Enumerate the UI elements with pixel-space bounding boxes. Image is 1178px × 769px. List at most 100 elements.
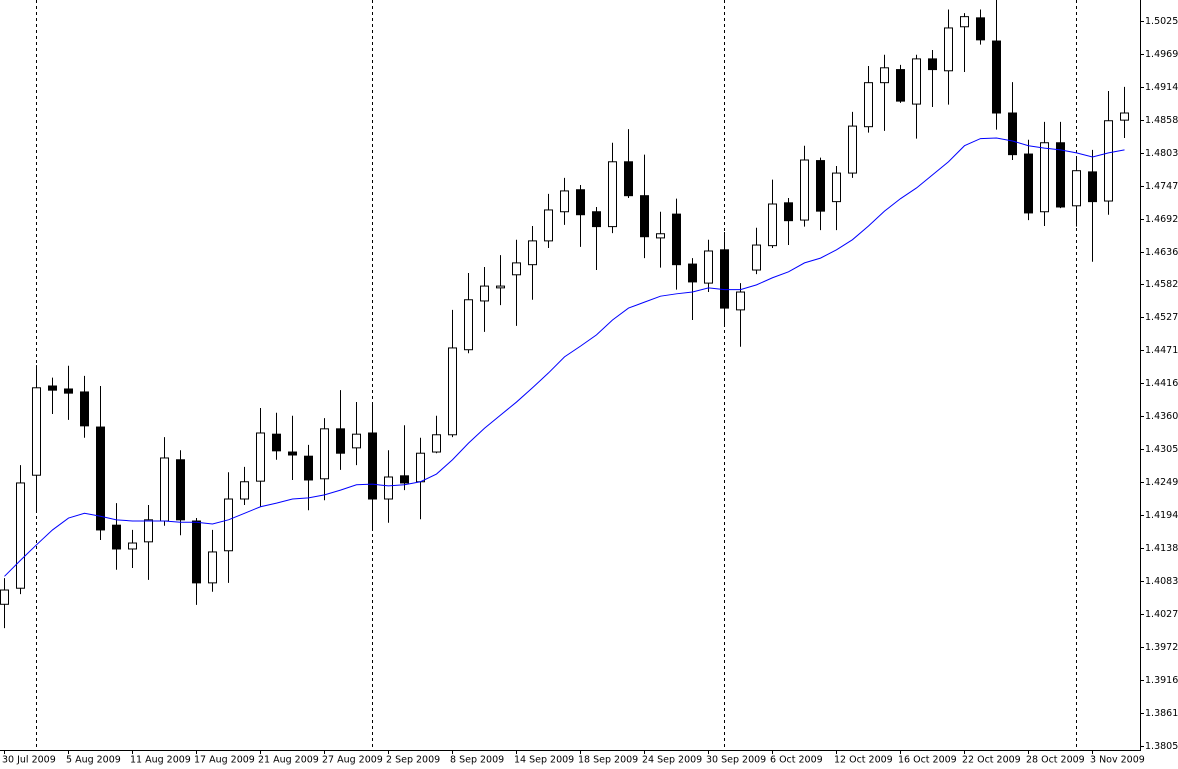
candle-body bbox=[896, 69, 905, 102]
candle-body bbox=[224, 498, 233, 552]
candle-body bbox=[112, 524, 121, 550]
candle-body bbox=[176, 459, 185, 521]
candle-body bbox=[608, 161, 617, 228]
y-tick-label: 1.48585 bbox=[1145, 115, 1178, 126]
x-tick-label: 22 Oct 2009 bbox=[962, 755, 1021, 766]
candle-body bbox=[0, 589, 9, 605]
y-tick-label: 1.45270 bbox=[1145, 312, 1178, 323]
candle-body bbox=[816, 160, 825, 212]
y-tick-label: 1.38610 bbox=[1145, 708, 1178, 719]
candle-body bbox=[512, 262, 521, 276]
candle-body bbox=[704, 250, 713, 284]
candle-body bbox=[144, 519, 153, 543]
candle-body bbox=[96, 426, 105, 531]
y-tick-label: 1.48030 bbox=[1145, 148, 1178, 159]
y-tick-label: 1.49695 bbox=[1145, 49, 1178, 60]
x-tick-label: 21 Aug 2009 bbox=[258, 755, 319, 766]
candle-body bbox=[992, 40, 1001, 114]
candle-body bbox=[640, 195, 649, 238]
candle-body bbox=[736, 291, 745, 311]
y-tick-label: 1.40275 bbox=[1145, 609, 1178, 620]
candle-body bbox=[368, 432, 377, 500]
candle-body bbox=[912, 58, 921, 105]
candle-body bbox=[240, 481, 249, 500]
candle-body bbox=[624, 161, 633, 197]
y-tick-label: 1.39720 bbox=[1145, 642, 1178, 653]
y-tick-label: 1.50250 bbox=[1145, 16, 1178, 27]
candle-body bbox=[464, 299, 473, 351]
candle-body bbox=[448, 347, 457, 436]
candle-body bbox=[160, 457, 169, 522]
candle-body bbox=[544, 209, 553, 242]
candle-body bbox=[944, 27, 953, 72]
candle-body bbox=[752, 244, 761, 271]
candle-body bbox=[352, 433, 361, 449]
candle-body bbox=[960, 16, 969, 28]
candle-body bbox=[1056, 142, 1065, 208]
candle-body bbox=[784, 202, 793, 222]
candle-body bbox=[16, 482, 25, 589]
x-tick-label: 27 Aug 2009 bbox=[322, 755, 383, 766]
y-tick-label: 1.45825 bbox=[1145, 279, 1178, 290]
x-tick-label: 17 Aug 2009 bbox=[194, 755, 255, 766]
candle-body bbox=[336, 428, 345, 454]
candle-body bbox=[80, 391, 89, 427]
x-tick-label: 28 Oct 2009 bbox=[1026, 755, 1085, 766]
candle-body bbox=[832, 172, 841, 203]
candle-body bbox=[32, 387, 41, 476]
x-tick-label: 5 Aug 2009 bbox=[66, 755, 121, 766]
y-tick-label: 1.40830 bbox=[1145, 576, 1178, 587]
x-tick-label: 18 Sep 2009 bbox=[578, 755, 638, 766]
candle-body bbox=[272, 433, 281, 452]
candle-body bbox=[672, 213, 681, 266]
candle-body bbox=[656, 233, 665, 239]
candle-body bbox=[192, 520, 201, 584]
candle-body bbox=[320, 428, 329, 480]
x-tick-label: 24 Sep 2009 bbox=[642, 755, 702, 766]
y-tick-label: 1.43050 bbox=[1145, 444, 1178, 455]
candle-body bbox=[1040, 142, 1049, 213]
y-tick-label: 1.47475 bbox=[1145, 181, 1178, 192]
x-tick-label: 16 Oct 2009 bbox=[898, 755, 957, 766]
y-tick-label: 1.49140 bbox=[1145, 82, 1178, 93]
candle-body bbox=[1008, 112, 1017, 156]
candle-body bbox=[64, 388, 73, 394]
x-tick-label: 30 Jul 2009 bbox=[2, 755, 56, 766]
y-tick-label: 1.41385 bbox=[1145, 543, 1178, 554]
y-tick-label: 1.38055 bbox=[1145, 741, 1178, 752]
candle-body bbox=[416, 452, 425, 483]
candle-body bbox=[1072, 170, 1081, 207]
x-tick-label: 3 Nov 2009 bbox=[1090, 755, 1145, 766]
candle-body bbox=[496, 285, 505, 289]
x-tick-label: 2 Sep 2009 bbox=[386, 755, 440, 766]
candle-body bbox=[848, 125, 857, 174]
candle-body bbox=[432, 434, 441, 453]
candle-body bbox=[976, 17, 985, 41]
candle-body bbox=[768, 203, 777, 247]
candle-body bbox=[800, 159, 809, 221]
candle-body bbox=[880, 67, 889, 84]
candle-body bbox=[528, 240, 537, 266]
y-tick-label: 1.42495 bbox=[1145, 477, 1178, 488]
candle-body bbox=[208, 551, 217, 584]
candle-body bbox=[48, 385, 57, 391]
candle-body bbox=[480, 285, 489, 302]
candle-body bbox=[1120, 112, 1129, 121]
candle-body bbox=[128, 542, 137, 550]
candle-body bbox=[304, 455, 313, 481]
y-tick-label: 1.43605 bbox=[1145, 411, 1178, 422]
candle-body bbox=[592, 211, 601, 228]
candle-body bbox=[400, 475, 409, 484]
candle-body bbox=[256, 432, 265, 482]
candle-body bbox=[1104, 120, 1113, 202]
candle-body bbox=[688, 263, 697, 283]
y-tick-label: 1.39165 bbox=[1145, 675, 1178, 686]
candle-body bbox=[1088, 171, 1097, 203]
x-tick-label: 12 Oct 2009 bbox=[834, 755, 893, 766]
y-tick-label: 1.46365 bbox=[1145, 247, 1178, 258]
moving-average-line bbox=[4, 137, 1125, 577]
candle-body bbox=[864, 82, 873, 128]
